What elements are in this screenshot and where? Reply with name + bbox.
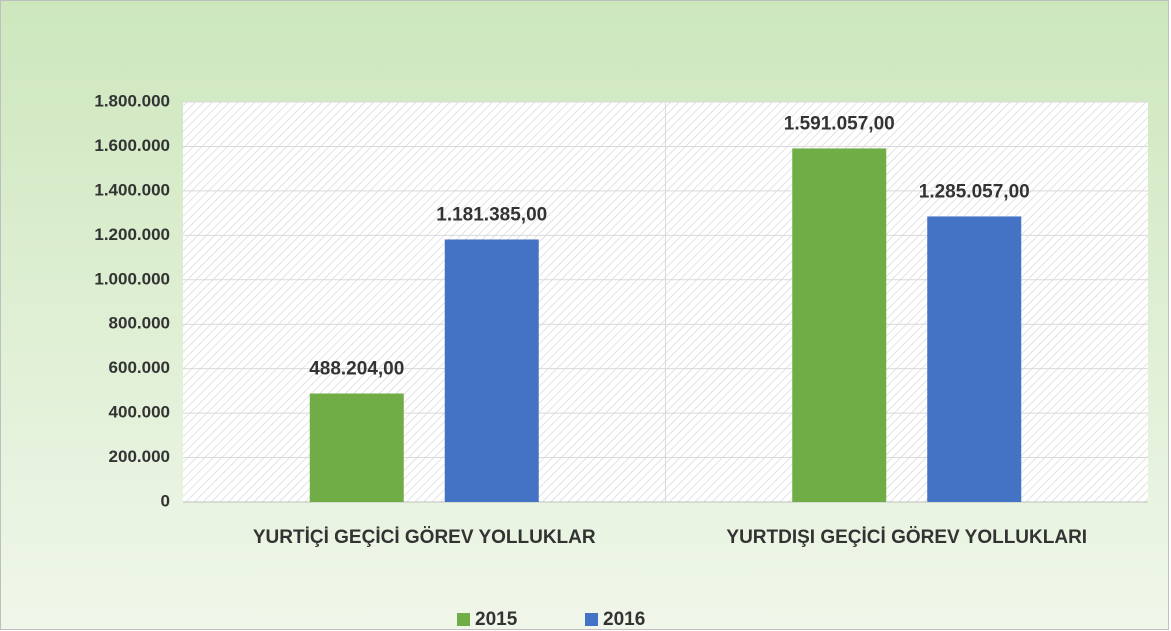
legend-swatch xyxy=(457,613,470,626)
y-tick-label: 1.000.000 xyxy=(94,269,170,288)
data-label: 1.285.057,00 xyxy=(919,181,1030,202)
bar xyxy=(792,148,887,503)
y-tick-label: 1.400.000 xyxy=(94,180,170,199)
data-label: 488.204,00 xyxy=(309,359,404,380)
y-tick-label: 600.000 xyxy=(109,358,170,377)
y-tick-label: 1.200.000 xyxy=(94,225,170,244)
y-tick-label: 0 xyxy=(161,491,170,510)
bar xyxy=(927,216,1022,503)
legend-swatch xyxy=(585,613,598,626)
y-tick-label: 800.000 xyxy=(109,314,170,333)
x-tick-label: YURTDIŞI GEÇİCİ GÖREV YOLLUKLARI xyxy=(726,527,1087,548)
y-tick-label: 1.800.000 xyxy=(94,91,170,110)
bar xyxy=(309,393,404,502)
x-tick-label: YURTİÇİ GEÇİCİ GÖREV YOLLUKLAR xyxy=(253,527,596,548)
legend-label: 2015 xyxy=(475,609,518,630)
bar xyxy=(444,239,539,502)
data-label: 1.591.057,00 xyxy=(784,113,895,134)
legend-label: 2016 xyxy=(603,609,645,630)
data-label: 1.181.385,00 xyxy=(436,204,547,225)
y-tick-label: 200.000 xyxy=(109,447,170,466)
y-tick-label: 400.000 xyxy=(109,403,170,422)
y-tick-label: 1.600.000 xyxy=(94,136,170,155)
